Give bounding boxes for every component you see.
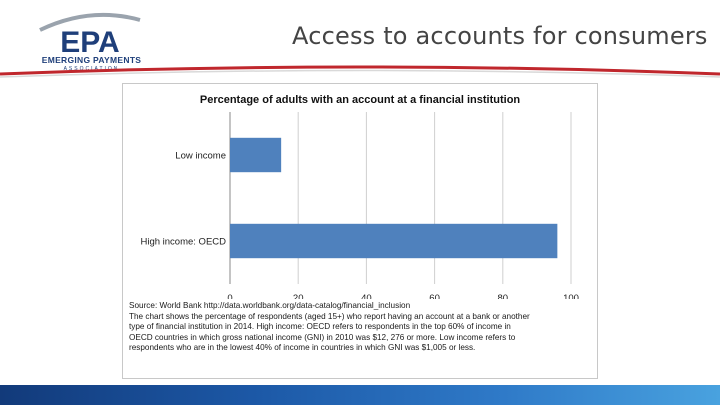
epa-logo-mark: EPA [39, 12, 141, 59]
logo-name: EMERGING PAYMENTS [41, 55, 142, 65]
caption-line: type of financial institution in 2014. H… [129, 322, 511, 332]
x-tick-label: 0 [227, 293, 232, 299]
chart-category-labels: Low income High income: OECD [140, 151, 226, 248]
epa-logo: EPA EMERGING PAYMENTS ASSOCIATION [20, 10, 160, 72]
slide-title: Access to accounts for consumers [292, 22, 708, 50]
category-label: High income: OECD [140, 237, 226, 248]
footer-band [0, 385, 720, 405]
caption-line: OECD countries in which gross national i… [129, 332, 516, 342]
title-divider [0, 65, 720, 78]
bar [230, 137, 282, 173]
x-tick-label: 20 [293, 293, 304, 299]
caption-line: The chart shows the percentage of respon… [129, 311, 530, 321]
chart-tick-labels: 0 20 40 60 80 100 [227, 293, 579, 299]
x-tick-label: 80 [498, 293, 509, 299]
bar [230, 223, 558, 259]
x-tick-label: 40 [361, 293, 372, 299]
caption-line: respondents who are in the lowest 40% of… [129, 343, 476, 353]
category-label: Low income [175, 151, 226, 162]
bar-chart: Percentage of adults with an account at … [140, 94, 579, 299]
logo-mark-text: EPA [60, 26, 119, 59]
logo-subtitle: ASSOCIATION [63, 66, 120, 72]
chart-caption: Source: World Bank http://data.worldbank… [129, 301, 593, 354]
chart-title: Percentage of adults with an account at … [200, 94, 521, 106]
chart-figure: Percentage of adults with an account at … [122, 83, 598, 379]
x-tick-label: 60 [429, 293, 440, 299]
caption-line: Source: World Bank http://data.worldbank… [129, 301, 411, 310]
x-tick-label: 100 [563, 293, 579, 299]
chart-bars [230, 137, 558, 259]
